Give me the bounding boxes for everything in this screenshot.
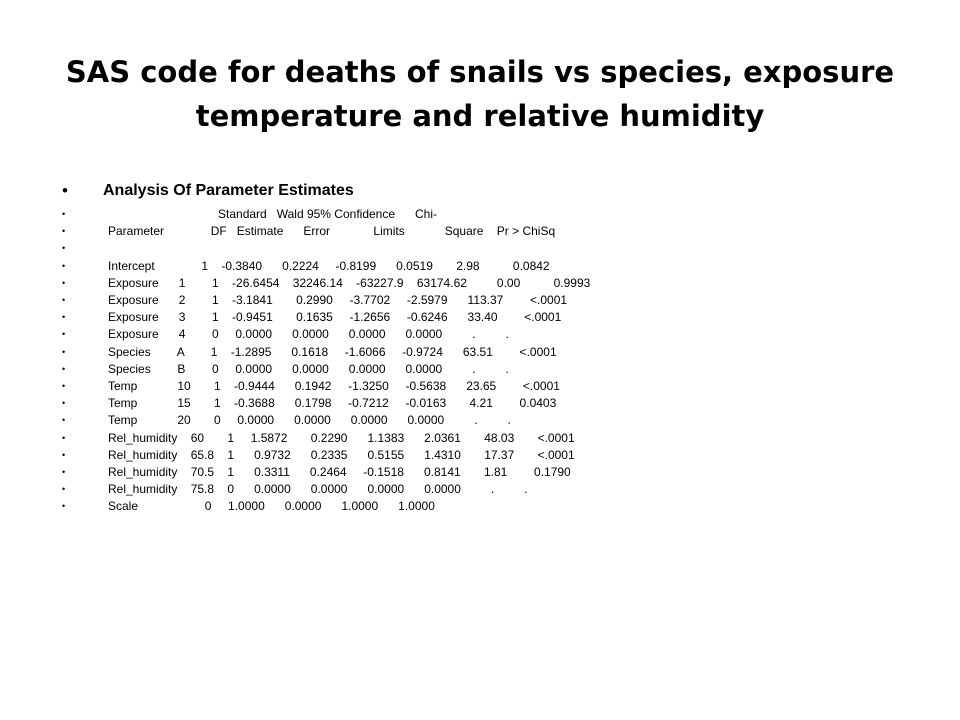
bullet-icon: •: [62, 329, 66, 340]
output-line-text: Parameter DF Estimate Error Limits Squar…: [108, 224, 556, 239]
bullet-icon: •: [62, 484, 66, 495]
bullet-icon: •: [62, 501, 66, 512]
output-line-text: Temp 20 0 0.0000 0.0000 0.0000 0.0000 . …: [108, 413, 511, 428]
bullet-icon: •: [62, 415, 66, 426]
output-line-text: Intercept 1 -0.3840 0.2224 -0.8199 0.051…: [108, 258, 550, 273]
bullet-icon: •: [62, 312, 66, 323]
slide-title: SAS code for deaths of snails vs species…: [65, 55, 895, 133]
output-line-text: Rel_humidity 65.8 1 0.9732 0.2335 0.5155…: [108, 447, 575, 462]
bullet-icon: •: [62, 346, 66, 357]
bullet-icon: •: [62, 432, 66, 443]
output-line-text: Rel_humidity 75.8 0 0.0000 0.0000 0.0000…: [108, 482, 528, 497]
bullet-icon: •: [62, 243, 66, 254]
output-line-text: Species B 0 0.0000 0.0000 0.0000 0.0000 …: [108, 361, 509, 376]
output-line-text: Exposure 4 0 0.0000 0.0000 0.0000 0.0000…: [108, 327, 509, 342]
output-line-text: Species A 1 -1.2895 0.1618 -1.6066 -0.97…: [108, 344, 557, 359]
section-heading: Analysis Of Parameter Estimates: [103, 182, 354, 199]
bullet-icon: •: [62, 181, 68, 200]
output-line-text: Temp 10 1 -0.9444 0.1942 -1.3250 -0.5638…: [108, 379, 560, 393]
bullet-icon: •: [62, 226, 66, 237]
bullet-icon: •: [62, 260, 66, 271]
output-line-text: Exposure 3 1 -0.9451 0.1635 -1.2656 -0.6…: [108, 310, 562, 325]
output-line-text: Rel_humidity 70.5 1 0.3311 0.2464 -0.151…: [108, 465, 571, 479]
output-line-text: Exposure 1 1 -26.6454 32246.14 -63227.9 …: [108, 275, 591, 290]
bullet-icon: •: [62, 398, 66, 409]
bullet-icon: •: [62, 295, 66, 305]
output-line-text: Rel_humidity 60 1 1.5872 0.2290 1.1383 2…: [108, 430, 575, 445]
bullet-icon: •: [62, 467, 66, 477]
output-line-text: Exposure 2 1 -3.1841 0.2990 -3.7702 -2.5…: [108, 293, 568, 307]
output-line-text: Standard Wald 95% Confidence Chi-: [108, 207, 438, 221]
output-line-text: Temp 15 1 -0.3688 0.1798 -0.7212 -0.0163…: [108, 396, 557, 411]
bullet-icon: •: [62, 449, 66, 460]
bullet-icon: •: [62, 209, 66, 219]
output-line-text: Scale 0 1.0000 0.0000 1.0000 1.0000: [108, 499, 435, 514]
bullet-icon: •: [62, 277, 66, 288]
heading-bullet-item: • Analysis Of Parameter Estimates: [0, 180, 354, 202]
bullet-icon: •: [62, 363, 66, 374]
bullet-icon: •: [62, 381, 66, 391]
